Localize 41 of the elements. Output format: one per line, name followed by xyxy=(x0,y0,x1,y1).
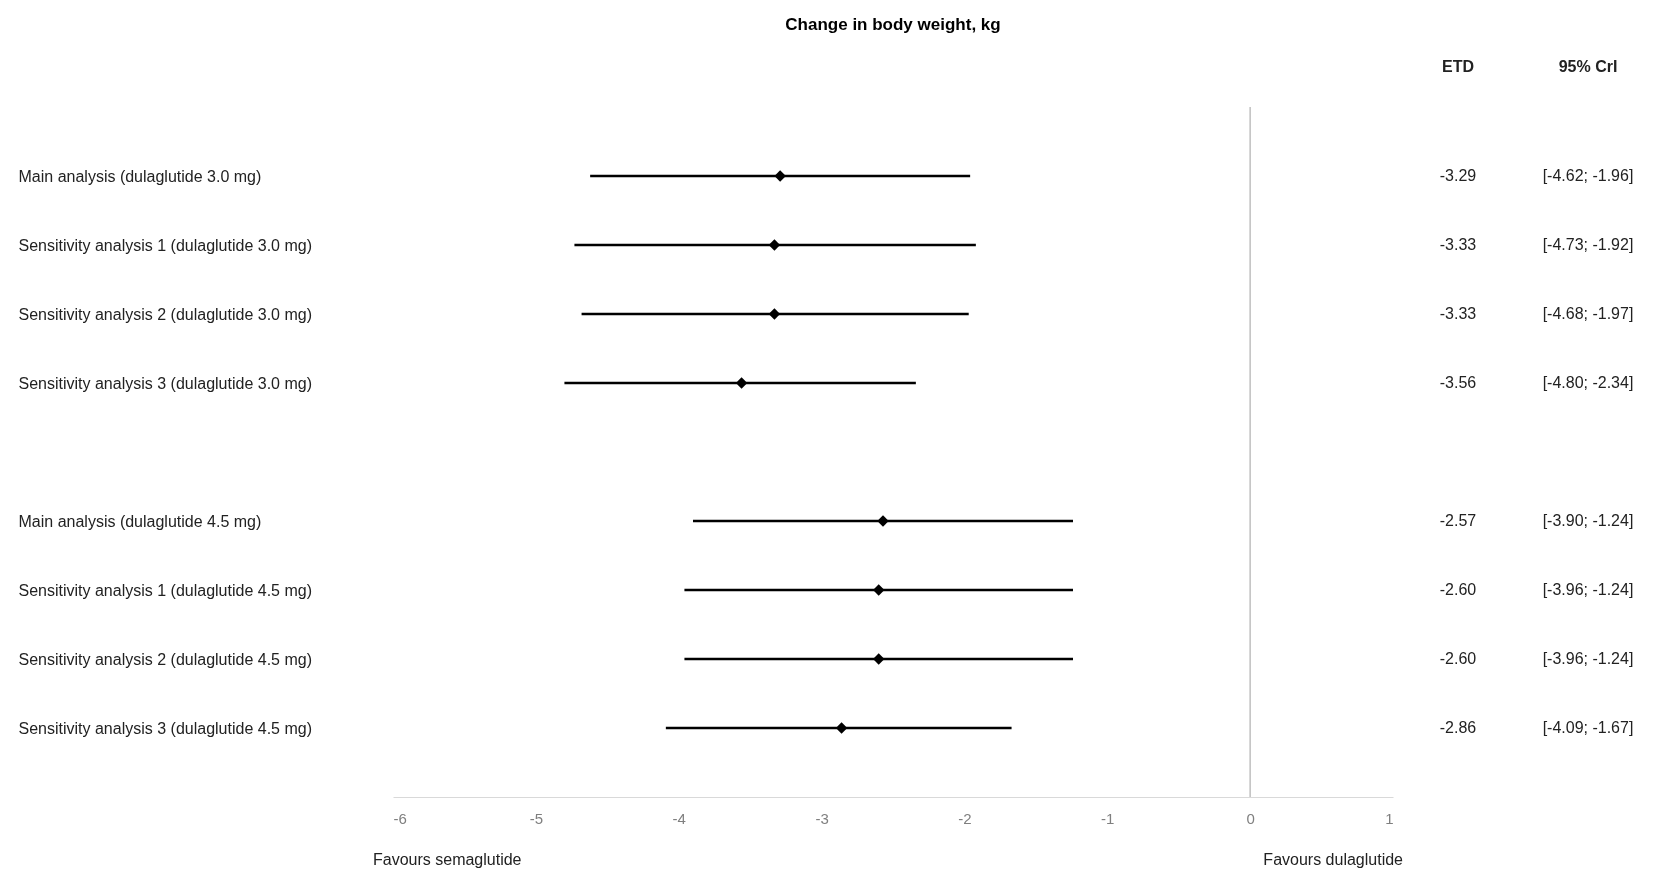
text: [-4.62; -1.96] xyxy=(1542,167,1634,184)
y-tick-label: Sensitivity analysis 3 (dulaglutide 4.5 mg) xyxy=(18,719,312,737)
y-tick-label: Sensitivity analysis 2 (dulaglutide 3.0 mg) xyxy=(18,305,312,323)
text: 95% CrI xyxy=(1558,58,1618,75)
x-tick-label: -3 xyxy=(815,809,829,827)
x-tick-label: -2 xyxy=(958,809,972,827)
x-tick-label: -4 xyxy=(672,809,686,827)
text: ETD xyxy=(1442,58,1474,75)
data-label: -3.33 xyxy=(1439,305,1477,322)
y-tick-label: Sensitivity analysis 2 (dulaglutide 4.5 mg) xyxy=(18,650,312,668)
text: Favours semaglutide xyxy=(373,851,522,868)
y-tick-label: Sensitivity analysis 1 (dulaglutide 4.5 mg) xyxy=(18,581,312,599)
point xyxy=(873,653,885,665)
data-label: -2.86 xyxy=(1439,719,1477,736)
data-label: -3.29 xyxy=(1439,167,1477,184)
text: [-4.80; -2.34] xyxy=(1542,374,1634,391)
y-tick-label: Sensitivity analysis 1 (dulaglutide 3.0 mg) xyxy=(18,236,312,254)
text: [-3.96; -1.24] xyxy=(1542,581,1634,598)
chart-title: Change in body weight, kg xyxy=(785,15,1001,34)
x-tick-label: 1 xyxy=(1385,809,1394,827)
data-label: -3.56 xyxy=(1439,374,1477,391)
text: [-4.68; -1.97] xyxy=(1542,305,1634,322)
x-tick-label: -6 xyxy=(393,809,407,827)
x-tick-label: 0 xyxy=(1246,809,1255,827)
point xyxy=(774,170,786,182)
data-label: -3.33 xyxy=(1439,236,1477,253)
x-tick-label: -1 xyxy=(1101,809,1115,827)
y-tick-label: Main analysis (dulaglutide 4.5 mg) xyxy=(18,512,262,530)
text: [-3.96; -1.24] xyxy=(1542,650,1634,667)
text: [-3.90; -1.24] xyxy=(1542,512,1634,529)
data-label: -2.57 xyxy=(1439,512,1477,529)
point xyxy=(873,584,885,596)
text: [-4.73; -1.92] xyxy=(1542,236,1634,253)
point xyxy=(877,515,889,527)
y-tick-label: Main analysis (dulaglutide 3.0 mg) xyxy=(18,167,262,185)
data-label: -2.60 xyxy=(1439,581,1477,598)
y-tick-label: Sensitivity analysis 3 (dulaglutide 3.0 mg) xyxy=(18,374,312,392)
x-tick-label: -5 xyxy=(529,809,544,827)
data-label: -2.60 xyxy=(1439,650,1477,667)
text: Favours dulaglutide xyxy=(1263,851,1404,868)
text: [-4.09; -1.67] xyxy=(1542,719,1634,736)
